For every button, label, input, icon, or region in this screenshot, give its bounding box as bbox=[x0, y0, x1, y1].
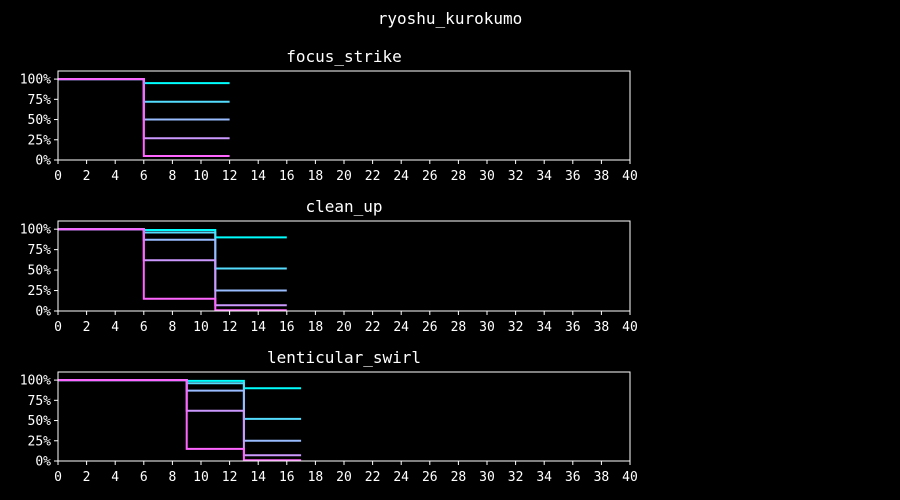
x-tick-label: 8 bbox=[168, 169, 176, 184]
x-tick-label: 28 bbox=[451, 169, 467, 184]
x-tick-label: 12 bbox=[222, 169, 238, 184]
series-line-2 bbox=[58, 228, 287, 270]
x-tick-label: 40 bbox=[622, 320, 638, 335]
x-tick-label: 24 bbox=[393, 169, 409, 184]
subplot-clean-up: clean_up0 2 4 6 8 10 12 14 16 18 20 22 24 26 28 30 32 34 3… bbox=[20, 197, 638, 335]
subplot-title: focus_strike bbox=[286, 47, 402, 66]
x-tick-label: 22 bbox=[365, 470, 381, 485]
x-tick-label: 24 bbox=[393, 470, 409, 485]
y-tick-label: 75% bbox=[28, 394, 52, 409]
series-line-5 bbox=[58, 379, 302, 462]
y-tick-label: 75% bbox=[28, 93, 52, 108]
x-tick-label: 6 bbox=[140, 470, 148, 485]
x-tick-label: 2 bbox=[83, 470, 91, 485]
x-tick-label: 28 bbox=[451, 470, 467, 485]
x-tick-label: 14 bbox=[250, 169, 266, 184]
x-tick-label: 0 bbox=[54, 320, 62, 335]
x-tick-label: 18 bbox=[308, 470, 324, 485]
x-tick-label: 34 bbox=[536, 470, 552, 485]
x-tick-label: 16 bbox=[279, 169, 295, 184]
y-tick-label: 50% bbox=[28, 414, 52, 429]
x-tick-label: 30 bbox=[479, 470, 495, 485]
x-tick-label: 32 bbox=[508, 320, 524, 335]
x-tick-label: 22 bbox=[365, 320, 381, 335]
series-line-4 bbox=[58, 379, 302, 457]
y-tick-label: 0% bbox=[35, 154, 51, 169]
x-tick-label: 30 bbox=[479, 169, 495, 184]
series-line-5 bbox=[58, 78, 230, 157]
x-tick-label: 14 bbox=[250, 470, 266, 485]
x-tick-label: 14 bbox=[250, 320, 266, 335]
x-tick-label: 32 bbox=[508, 169, 524, 184]
series-line-3 bbox=[58, 379, 302, 442]
x-tick-label: 10 bbox=[193, 169, 209, 184]
y-tick-label: 0% bbox=[35, 455, 51, 470]
y-tick-label: 0% bbox=[35, 305, 51, 320]
x-tick-label: 24 bbox=[393, 320, 409, 335]
x-tick-label: 18 bbox=[308, 169, 324, 184]
y-tick-label: 100% bbox=[20, 374, 51, 389]
x-tick-label: 38 bbox=[594, 320, 610, 335]
x-tick-label: 12 bbox=[222, 320, 238, 335]
x-tick-label: 2 bbox=[83, 169, 91, 184]
figure-title: ryoshu_kurokumo bbox=[378, 9, 523, 28]
x-tick-label: 4 bbox=[111, 470, 119, 485]
x-tick-label: 32 bbox=[508, 470, 524, 485]
x-tick-label: 26 bbox=[422, 169, 438, 184]
x-tick-label: 4 bbox=[111, 320, 119, 335]
y-tick-label: 100% bbox=[20, 73, 51, 88]
x-tick-label: 6 bbox=[140, 320, 148, 335]
x-tick-label: 4 bbox=[111, 169, 119, 184]
series-line-5 bbox=[58, 228, 287, 312]
x-tick-label: 38 bbox=[594, 470, 610, 485]
x-tick-label: 20 bbox=[336, 169, 352, 184]
x-tick-label: 30 bbox=[479, 320, 495, 335]
x-tick-label: 16 bbox=[279, 320, 295, 335]
subplot-title: lenticular_swirl bbox=[267, 348, 421, 367]
x-tick-label: 6 bbox=[140, 169, 148, 184]
x-tick-label: 10 bbox=[193, 320, 209, 335]
x-tick-label: 36 bbox=[565, 169, 581, 184]
y-tick-label: 50% bbox=[28, 113, 52, 128]
series-line-2 bbox=[58, 379, 302, 420]
y-tick-label: 50% bbox=[28, 264, 52, 279]
x-tick-label: 20 bbox=[336, 470, 352, 485]
y-tick-label: 75% bbox=[28, 243, 52, 258]
y-tick-label: 25% bbox=[28, 284, 52, 299]
x-tick-label: 26 bbox=[422, 320, 438, 335]
x-tick-label: 8 bbox=[168, 320, 176, 335]
x-tick-label: 22 bbox=[365, 169, 381, 184]
x-tick-label: 16 bbox=[279, 470, 295, 485]
x-tick-label: 10 bbox=[193, 470, 209, 485]
x-tick-label: 38 bbox=[594, 169, 610, 184]
plot-frame bbox=[57, 371, 631, 462]
y-tick-label: 100% bbox=[20, 223, 51, 238]
series-line-1 bbox=[58, 379, 302, 390]
y-tick-label: 25% bbox=[28, 133, 52, 148]
x-tick-label: 12 bbox=[222, 470, 238, 485]
x-tick-label: 40 bbox=[622, 169, 638, 184]
x-tick-label: 36 bbox=[565, 470, 581, 485]
x-tick-label: 0 bbox=[54, 470, 62, 485]
x-tick-label: 26 bbox=[422, 470, 438, 485]
x-tick-label: 34 bbox=[536, 320, 552, 335]
x-tick-label: 18 bbox=[308, 320, 324, 335]
x-tick-label: 28 bbox=[451, 320, 467, 335]
x-tick-label: 40 bbox=[622, 470, 638, 485]
x-tick-label: 20 bbox=[336, 320, 352, 335]
x-tick-label: 8 bbox=[168, 470, 176, 485]
x-tick-label: 2 bbox=[83, 320, 91, 335]
x-tick-label: 0 bbox=[54, 169, 62, 184]
x-tick-label: 36 bbox=[565, 320, 581, 335]
x-tick-label: 34 bbox=[536, 169, 552, 184]
subplot-title: clean_up bbox=[305, 197, 382, 216]
y-tick-label: 25% bbox=[28, 434, 52, 449]
